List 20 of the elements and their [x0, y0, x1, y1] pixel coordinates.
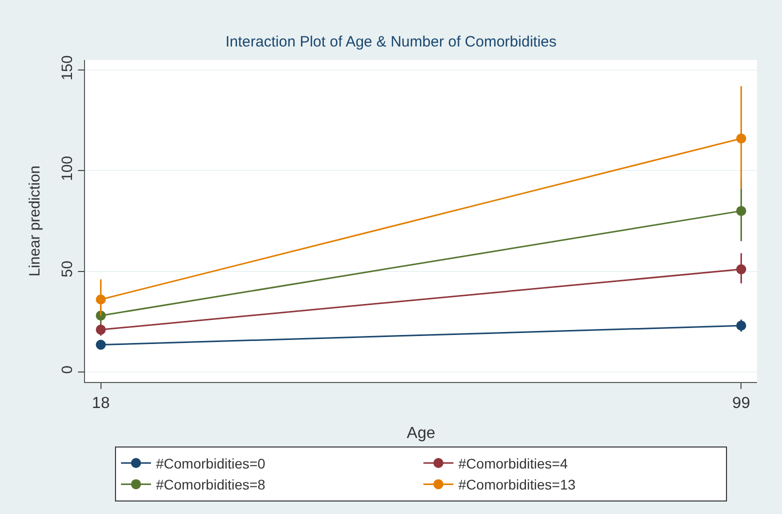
- y-tick-label: 0: [59, 366, 76, 374]
- y-tick-label: 150: [59, 55, 76, 80]
- point: [96, 324, 106, 335]
- legend-label: #Comorbidities=13: [458, 476, 576, 493]
- y-tick-label: 100: [59, 156, 76, 181]
- chart-title: Interaction Plot of Age & Number of Comorbidities: [226, 33, 556, 50]
- point: [736, 206, 746, 216]
- legend-label: #Comorbidities=4: [458, 455, 568, 472]
- y-tick-label: 50: [59, 260, 76, 278]
- point: [736, 320, 746, 331]
- legend-label: #Comorbidities=0: [156, 455, 266, 472]
- point: [96, 340, 106, 350]
- x-axis-title: Age: [406, 424, 436, 442]
- point: [96, 294, 106, 304]
- x-tick-label: 99: [732, 395, 750, 412]
- point: [736, 133, 746, 144]
- y-axis-title: Linear prediction: [26, 166, 44, 276]
- point: [736, 264, 746, 274]
- legend-label: #Comorbidities=8: [156, 476, 266, 493]
- x-tick-label: 18: [92, 395, 110, 412]
